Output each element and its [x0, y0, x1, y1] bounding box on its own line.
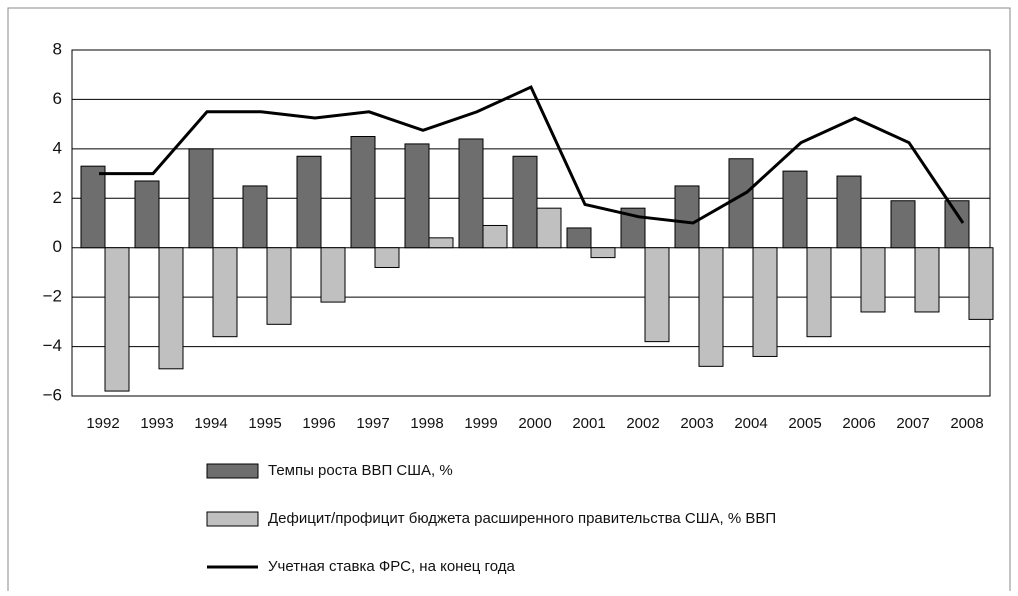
bar — [836, 175, 862, 249]
bar — [428, 237, 454, 249]
bar — [752, 247, 778, 357]
bar — [968, 247, 994, 320]
bar — [458, 138, 484, 249]
bar — [320, 247, 346, 303]
y-tick-label: 0 — [53, 237, 62, 256]
bar — [566, 227, 592, 249]
bar — [728, 158, 754, 249]
bar — [914, 247, 940, 313]
bar — [134, 180, 160, 249]
y-tick-label: 6 — [53, 89, 62, 108]
x-tick-label: 2004 — [734, 415, 767, 432]
bar — [404, 143, 430, 249]
x-tick-label: 2008 — [950, 415, 983, 432]
bar — [80, 165, 106, 249]
line — [99, 85, 965, 225]
bar — [536, 207, 562, 249]
y-tick-label: −2 — [43, 287, 62, 306]
y-tick-label: 4 — [53, 138, 62, 157]
bar — [806, 247, 832, 338]
bar — [158, 247, 184, 370]
bar — [860, 247, 886, 313]
x-tick-label: 1992 — [86, 415, 119, 432]
bar — [374, 247, 400, 268]
x-tick-label: 2006 — [842, 415, 875, 432]
bar — [242, 185, 268, 249]
bar — [782, 170, 808, 249]
x-tick-label: 2005 — [788, 415, 821, 432]
x-tick-label: 1996 — [302, 415, 335, 432]
bar — [698, 247, 724, 367]
y-tick-label: −6 — [43, 385, 62, 404]
x-tick-label: 2000 — [518, 415, 551, 432]
bar — [590, 247, 616, 259]
bar — [266, 247, 292, 325]
bar — [350, 136, 376, 249]
bar — [188, 148, 214, 249]
legend-label: Учетная ставка ФРС, на конец года — [268, 558, 515, 575]
x-tick-label: 1998 — [410, 415, 443, 432]
x-tick-label: 2003 — [680, 415, 713, 432]
bar — [620, 207, 646, 249]
bar — [674, 185, 700, 249]
bar — [104, 247, 130, 392]
y-tick-label: 8 — [53, 39, 62, 58]
x-tick-label: 1995 — [248, 415, 281, 432]
x-tick-label: 1999 — [464, 415, 497, 432]
bar — [890, 200, 916, 249]
bar — [482, 224, 508, 249]
bar — [212, 247, 238, 338]
legend-label: Дефицит/профицит бюджета расширенного пр… — [268, 510, 776, 527]
legend-swatch — [206, 463, 259, 479]
x-tick-label: 1997 — [356, 415, 389, 432]
y-tick-label: −4 — [43, 336, 62, 355]
frame — [7, 7, 1011, 591]
x-tick-label: 2002 — [626, 415, 659, 432]
x-tick-label: 2007 — [896, 415, 929, 432]
x-tick-label: 2001 — [572, 415, 605, 432]
bar — [644, 247, 670, 343]
bar — [512, 155, 538, 249]
bar — [944, 200, 970, 249]
y-tick-label: 2 — [53, 188, 62, 207]
bar — [296, 155, 322, 249]
x-tick-label: 1993 — [140, 415, 173, 432]
x-tick-label: 1994 — [194, 415, 227, 432]
legend-label: Темпы роста ВВП США, % — [268, 462, 453, 479]
legend-swatch — [206, 511, 259, 527]
